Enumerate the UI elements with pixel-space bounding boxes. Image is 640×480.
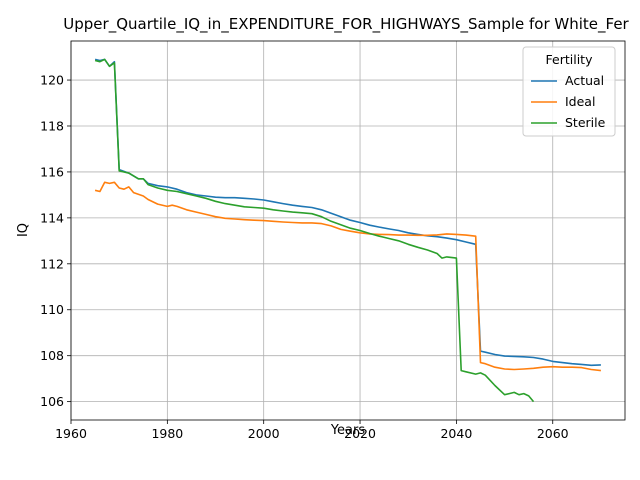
x-tick-label: 2000 — [248, 426, 280, 441]
series-line-actual — [94, 58, 601, 367]
x-axis-ticks: 1960 1980 2000 2020 2040 2060 — [55, 420, 569, 441]
y-tick-label: 120 — [40, 73, 64, 88]
x-tick-label: 2060 — [537, 426, 569, 441]
legend-label-actual: Actual — [565, 73, 604, 88]
legend-box — [522, 46, 616, 137]
x-tick-label: 1960 — [55, 426, 87, 441]
y-tick-label: 112 — [40, 256, 64, 271]
x-axis-label: Years — [330, 423, 366, 438]
y-tick-label: 114 — [40, 210, 64, 225]
y-axis-ticks: 106 108 110 112 114 116 118 120 — [40, 73, 71, 409]
x-tick-label: 1980 — [151, 426, 183, 441]
y-tick-label: 118 — [40, 118, 64, 133]
chart-title: Upper_Quartile_IQ_in_EXPENDITURE_FOR_HIG… — [63, 15, 629, 34]
y-tick-label: 110 — [40, 302, 64, 317]
y-tick-label: 116 — [40, 164, 64, 179]
legend: Fertility Actual Ideal Sterile — [522, 46, 616, 137]
x-tick-label: 2020 — [344, 426, 376, 441]
legend-label-ideal: Ideal — [565, 94, 595, 109]
y-tick-label: 106 — [40, 394, 64, 409]
series-line-sterile — [94, 58, 535, 403]
series-line-ideal — [94, 181, 601, 372]
legend-title: Fertility — [546, 52, 594, 67]
legend-label-sterile: Sterile — [565, 115, 606, 130]
y-axis-label: IQ — [16, 223, 31, 237]
series-lines — [94, 58, 601, 403]
x-tick-label: 2040 — [440, 426, 472, 441]
plot-frame — [70, 40, 626, 421]
y-tick-label: 108 — [40, 348, 64, 363]
